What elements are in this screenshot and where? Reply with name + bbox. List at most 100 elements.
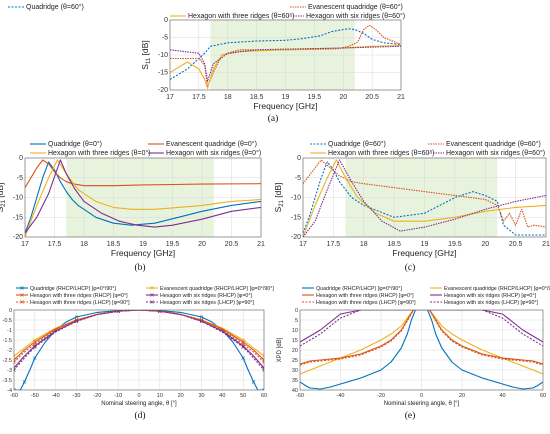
legend-label: Hexagon with six ridges (θ=60°) <box>446 149 545 157</box>
x-tick-label: 20 <box>481 241 489 248</box>
x-tick-label: -60 <box>296 393 304 399</box>
x-tick-label: 50 <box>240 393 246 399</box>
legend-label: Hexagon with six ridges (RHCP) [φ=0°] <box>160 293 252 299</box>
x-tick-label: 18 <box>360 241 368 248</box>
y-tick-label: 20 <box>292 348 298 354</box>
legend-label: Evanescent quadridge (θ=0°) <box>166 140 257 148</box>
y-tick-label: 25 <box>292 358 298 364</box>
y-tick-label: -15 <box>13 214 23 221</box>
x-tick-label: 17.5 <box>192 94 206 101</box>
y-tick-label: 0 <box>164 17 168 24</box>
y-tick-label: -5 <box>162 35 168 42</box>
legend-label: Evanescent quadridge (θ=60°) <box>308 3 403 11</box>
series-line <box>170 28 401 80</box>
y-tick-label: 0 <box>297 155 301 162</box>
x-tick-label: 20 <box>339 94 347 101</box>
series-marker <box>74 319 79 324</box>
x-axis-label: Frequency [GHz] <box>392 248 456 258</box>
y-tick-label: 10 <box>292 328 298 334</box>
series-line <box>303 159 546 237</box>
series-marker <box>241 345 245 349</box>
y-tick-label: -1.5 <box>3 338 12 344</box>
series-line <box>303 161 546 236</box>
panel-caption: (b) <box>134 262 145 273</box>
x-tick-label: 17 <box>21 241 29 248</box>
y-tick-label: 0 <box>295 308 298 314</box>
x-tick-label: 21 <box>257 241 265 248</box>
x-tick-label: 19 <box>282 94 290 101</box>
x-tick-label: -60 <box>10 393 18 399</box>
y-tick-label: -10 <box>158 52 168 59</box>
y-tick-label: -15 <box>291 214 301 221</box>
y-tick-label: -2 <box>7 348 12 354</box>
x-tick-label: 20.5 <box>509 241 523 248</box>
legend-marker <box>20 286 24 290</box>
series-line <box>300 310 543 375</box>
legend-label: Hexagon with three ridges (RHCP) [φ=0°] <box>316 293 414 299</box>
legend-label: Evanescent quadridge (RHCP/LHCP) [φ=0°/9… <box>160 286 274 292</box>
x-tick-label: 18.5 <box>250 94 264 101</box>
panel-d: -60 -50 -40 -30 -20 -10 0 10 20 30 40 50 60 0 -0.5 -1 -1… <box>3 286 275 421</box>
legend-label: Hexagon with three ridges (LHCP) [φ=90°] <box>316 300 416 306</box>
panel-caption: (a) <box>268 113 279 124</box>
x-tick-label: 19 <box>139 241 147 248</box>
legend-label: Quadridge (RHCP/LHCP) [φ=0°/90°] <box>316 286 402 292</box>
legend-marker <box>150 286 154 290</box>
x-axis-label: Frequency [GHz] <box>111 248 175 258</box>
y-tick-label: 35 <box>292 378 298 384</box>
series-line <box>25 159 261 234</box>
y-tick-label: -10 <box>13 195 23 202</box>
plot-frame <box>24 157 262 238</box>
series-line <box>14 310 264 363</box>
series-marker <box>262 360 264 364</box>
series-line <box>25 159 261 188</box>
x-tick-label: 20 <box>459 393 465 399</box>
x-tick-label: -20 <box>93 393 101 399</box>
legend-label: Evanescent quadridge (RHCP/LHCP) [φ=0°/9… <box>444 286 550 292</box>
x-tick-label: 20.5 <box>365 94 379 101</box>
series-line <box>14 310 264 390</box>
panel-caption: (e) <box>405 410 416 421</box>
y-axis-label: S21 [dB] <box>273 183 285 213</box>
y-tick-label: -5 <box>295 175 301 182</box>
x-tick-label: 60 <box>540 393 546 399</box>
x-tick-label: 60 <box>261 393 267 399</box>
x-tick-label: 40 <box>219 393 225 399</box>
series-marker <box>199 315 204 319</box>
series-line <box>300 310 543 347</box>
series-line <box>300 310 543 390</box>
x-tick-label: 19 <box>421 241 429 248</box>
series-marker <box>14 368 16 372</box>
x-tick-label: -50 <box>31 393 39 399</box>
plot-frame <box>302 157 547 238</box>
y-tick-label: 40 <box>292 388 298 394</box>
y-tick-label: -20 <box>158 87 168 94</box>
series-marker <box>74 315 79 319</box>
x-tick-label: 20 <box>198 241 206 248</box>
series-marker <box>14 354 16 358</box>
x-tick-label: 17.5 <box>48 241 62 248</box>
x-tick-label: 10 <box>157 393 163 399</box>
series-marker <box>33 356 37 360</box>
x-tick-label: 40 <box>499 393 505 399</box>
panel-b: 17 17.5 18 18.5 19 19.5 20 20.5 21 0 -5 -10 -15 -20 Fr… <box>0 140 265 273</box>
legend-label: Hexagon with three ridges (RHCP) [φ=0°] <box>30 293 128 299</box>
series-marker <box>241 342 245 346</box>
x-tick-label: -20 <box>377 393 385 399</box>
series-line <box>300 310 543 365</box>
panel-caption: (c) <box>405 262 416 273</box>
x-tick-label: 30 <box>198 393 204 399</box>
legend-label: Quadridge (RHCP/LHCP) [φ=0°/90°] <box>30 286 116 292</box>
y-tick-label: -0.5 <box>3 318 12 324</box>
series-marker <box>262 368 264 372</box>
legend-label: Quadridge (θ=60°) <box>26 3 84 11</box>
series-marker <box>14 388 16 390</box>
x-tick-label: 18 <box>224 94 232 101</box>
x-tick-label: -30 <box>73 393 81 399</box>
y-tick-label: -10 <box>291 195 301 202</box>
x-axis-label: Frequency [GHz] <box>253 101 317 111</box>
x-tick-label: 19.5 <box>448 241 462 248</box>
y-tick-label: -20 <box>291 234 301 241</box>
x-tick-label: -40 <box>52 393 60 399</box>
